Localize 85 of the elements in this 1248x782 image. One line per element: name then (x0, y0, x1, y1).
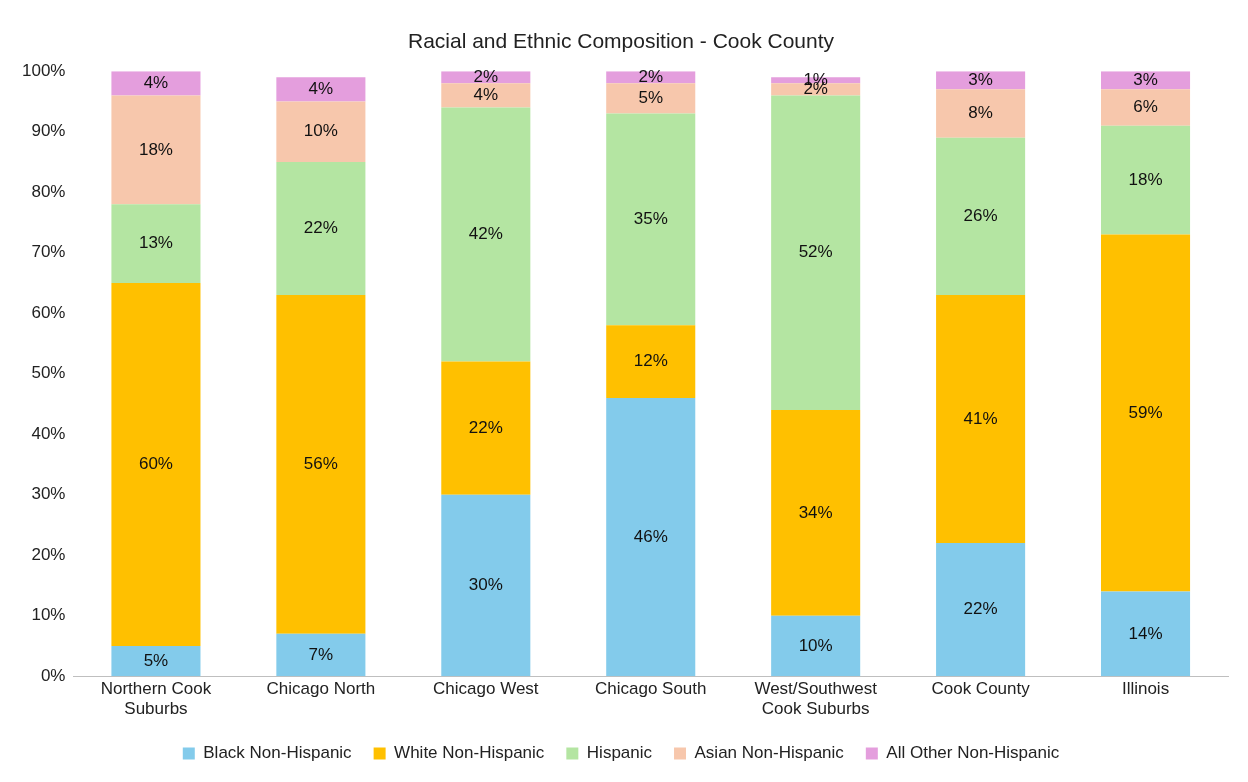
bar (111, 95, 201, 205)
bar (441, 361, 531, 495)
bar (606, 325, 696, 398)
y-tick-label: 40% (31, 423, 66, 443)
y-tick-label: 50% (31, 363, 66, 383)
data-label: 18% (138, 139, 173, 159)
bar (111, 645, 201, 677)
data-label: 56% (303, 454, 338, 474)
bar (276, 633, 366, 677)
data-label: 60% (138, 454, 173, 474)
legend-label: Hispanic (586, 743, 653, 763)
bar (936, 89, 1026, 138)
data-label: 26% (963, 206, 998, 226)
data-label: 22% (468, 417, 503, 437)
data-label: 22% (303, 218, 338, 238)
bar (276, 77, 366, 102)
x-tick-label: Chicago North (266, 679, 376, 699)
y-tick-label: 90% (31, 121, 66, 141)
legend-label: White Non-Hispanic (394, 743, 545, 763)
data-label: 46% (633, 526, 668, 546)
data-label: 5% (143, 650, 169, 670)
data-label: 4% (473, 85, 499, 105)
bar (1101, 591, 1191, 677)
data-label: 18% (1128, 169, 1163, 189)
data-label: 10% (303, 121, 338, 141)
data-label: 12% (633, 351, 668, 371)
data-label: 34% (798, 502, 833, 522)
legend-label: All Other Non-Hispanic (886, 743, 1060, 763)
bar (1101, 234, 1191, 592)
y-tick-label: 70% (31, 242, 66, 262)
bar (1101, 89, 1191, 126)
bar (276, 101, 366, 162)
data-label: 22% (963, 599, 998, 619)
bar (771, 95, 861, 410)
data-label: 41% (963, 408, 998, 428)
data-label: 10% (798, 635, 833, 655)
bar (771, 615, 861, 677)
data-label: 6% (1133, 97, 1158, 117)
legend-label: Black Non-Hispanic (203, 743, 353, 763)
bar (606, 397, 696, 677)
data-label: 52% (798, 242, 833, 262)
data-label: 30% (468, 575, 503, 595)
x-tick-label: Chicago South (594, 679, 707, 699)
data-label: 13% (138, 233, 173, 253)
y-tick-label: 30% (31, 484, 66, 504)
x-tick-label: Northern Cook Suburbs (100, 679, 212, 719)
data-label: 3% (1133, 69, 1158, 89)
x-tick-label: Chicago West (433, 679, 539, 699)
y-tick-label: 10% (31, 605, 66, 625)
bar (441, 83, 531, 108)
bar (441, 494, 531, 677)
y-tick-label: 0% (40, 665, 66, 685)
y-tick-label: 80% (31, 181, 66, 201)
bar (771, 410, 861, 616)
x-tick-label: Cook County (931, 679, 1031, 699)
bar (936, 137, 1026, 296)
data-label: 35% (633, 209, 668, 229)
bar (606, 83, 696, 114)
data-label: 5% (638, 88, 664, 108)
bar (1101, 125, 1191, 235)
data-label: 4% (308, 79, 334, 99)
bar (936, 543, 1026, 677)
bar (111, 204, 201, 283)
y-tick-label: 20% (31, 544, 66, 564)
legend-label: Asian Non-Hispanic (694, 743, 845, 763)
bar (441, 107, 531, 362)
data-label: 3% (968, 69, 993, 89)
data-label: 2% (473, 66, 499, 86)
y-tick-label: 60% (31, 302, 66, 322)
bar (276, 161, 366, 296)
bar (936, 295, 1026, 544)
data-label: 2% (638, 66, 664, 86)
data-label: 42% (468, 224, 503, 244)
data-label: 59% (1128, 402, 1163, 422)
chart-title: Racial and Ethnic Composition - Cook County (407, 29, 835, 53)
bar (111, 282, 201, 646)
data-label: 14% (1128, 623, 1163, 643)
y-tick-label: 100% (22, 60, 66, 80)
x-tick-label: West/Southwest Cook Suburbs (754, 679, 878, 719)
x-tick-label: Illinois (1121, 679, 1170, 699)
data-label: 8% (968, 103, 993, 123)
data-label: 7% (308, 644, 334, 664)
bar (276, 295, 366, 634)
bar (606, 113, 696, 326)
data-label: 4% (143, 72, 169, 92)
